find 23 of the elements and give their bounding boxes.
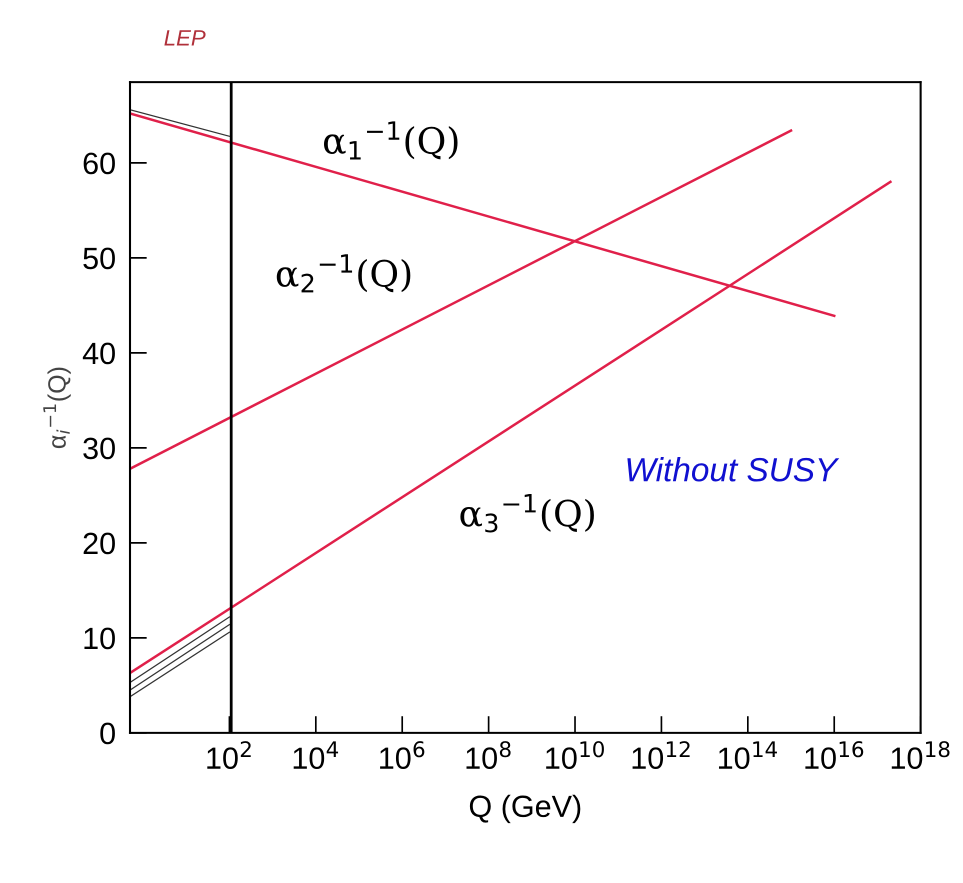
y-tick-label: 60 (84, 152, 115, 174)
x-tick-label: 10$^{10}$ (546, 741, 604, 769)
x-tick-label: 10$^{12}$ (632, 741, 690, 769)
series-label: α$_{2}$$^{−1}$(Q) (276, 254, 410, 292)
x-axis-title: Q (GeV) (470, 794, 580, 824)
y-tick-label: 0 (100, 722, 115, 744)
y-tick-label: 50 (83, 248, 115, 270)
y-tick-label: 40 (82, 342, 115, 364)
y-tick-label: 20 (84, 532, 115, 554)
x-tick-label: 10$^{6}$ (380, 741, 424, 769)
x-tick-label: 10$^{2}$ (207, 741, 251, 769)
x-tick-label: 10$^{16}$ (805, 741, 864, 769)
y-axis-title: α$_{i}$$^{−1}$(Q) (43, 368, 71, 448)
x-tick-label: 10$^{4}$ (294, 741, 338, 770)
series-label: α$_{3}$$^{−1}$(Q) (460, 494, 594, 533)
y-tick-label: 30 (83, 438, 115, 460)
text: LEP (164, 30, 206, 46)
series-label: α$_{1}$$^{−1}$(Q) (324, 121, 458, 160)
y-tick-label: 10 (84, 628, 115, 650)
annotation: Without SUSY (627, 457, 840, 482)
x-tick-label: 10$^{14}$ (718, 741, 777, 770)
x-tick-label: 10$^{8}$ (466, 741, 511, 769)
x-tick-label: 10$^{18}$ (892, 741, 950, 769)
